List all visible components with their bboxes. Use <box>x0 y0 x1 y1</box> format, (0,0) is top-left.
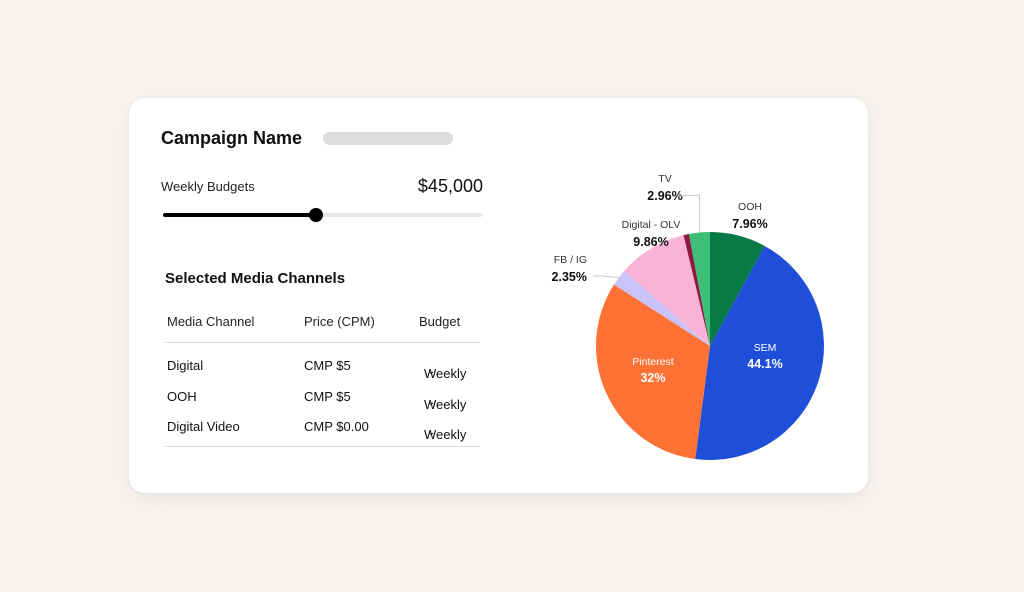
pie-label-fb-ig-name: FB / IG <box>554 254 587 266</box>
chevron-down-icon: ⌄ <box>427 366 436 377</box>
pie-label-pinterest-value: 32% <box>640 371 665 385</box>
slider-thumb[interactable] <box>309 208 324 222</box>
table-row: OOH CMP $5 Weekly ⌄ <box>165 381 480 412</box>
pie-slice-fb-ig <box>613 271 710 346</box>
price-cell: CMP $0.00 <box>304 419 369 434</box>
table-header: Media Channel Price (CPM) Budget <box>165 306 480 343</box>
weekly-budgets-value: $45,000 <box>417 176 483 196</box>
media-channels-title: Selected Media Channels <box>165 270 346 287</box>
pie-label-sem-value: 44.1% <box>747 357 782 371</box>
budget-dropdown-value: Weekly <box>424 396 467 412</box>
table-body: Digital CMP $5 Weekly ⌄ OOH CMP $5 Weekly… <box>165 343 480 447</box>
pie-label-pinterest-name: Pinterest <box>632 356 674 368</box>
media-channel-cell: OOH <box>167 388 197 404</box>
pie-slice-digital-olv <box>624 235 710 346</box>
pie-slice-sem <box>695 245 824 460</box>
budget-slider[interactable] <box>163 208 482 222</box>
pie-slice-ooh <box>710 232 765 346</box>
pie-label-tv-value: 2.96% <box>647 189 682 203</box>
pie-slice-pinterest <box>596 284 710 460</box>
media-channel-cell: Digital Video <box>167 419 240 434</box>
campaign-name-placeholder <box>323 132 453 145</box>
header-price: Price (CPM) <box>304 314 375 329</box>
price-cell: CMP $5 <box>304 358 351 373</box>
pie-label-ooh-value: 7.96% <box>732 217 767 231</box>
header-budget: Budget <box>419 314 461 329</box>
budget-dropdown-value: Weekly <box>424 427 467 442</box>
pie-label-fb-ig-leader-line <box>593 275 619 279</box>
pie-label-fb-ig-value: 2.35% <box>552 270 587 284</box>
campaign-card: Campaign Name Weekly Budgets $45,000 Sel… <box>129 98 868 493</box>
pie-label-digital-olv-value: 9.86% <box>633 235 668 249</box>
table-row: Digital Video CMP $0.00 Weekly ⌄ <box>165 411 480 442</box>
budget-dropdown-value: Weekly <box>424 366 467 381</box>
media-channels-table: Media Channel Price (CPM) Budget Digital… <box>165 306 480 447</box>
pie-label-digital-olv-name: Digital - OLV <box>622 219 681 231</box>
chevron-down-icon: ⌄ <box>427 396 436 408</box>
pie-label-ooh-name: OOH <box>738 201 762 213</box>
pie-label-sem-name: SEM <box>754 342 777 354</box>
header-media-channel: Media Channel <box>167 314 255 329</box>
table-row: Digital CMP $5 Weekly ⌄ <box>165 350 480 381</box>
media-channel-cell: Digital <box>167 358 204 373</box>
pie-label-tv-name: TV <box>658 173 671 185</box>
price-cell: CMP $5 <box>304 388 351 404</box>
media-split-pie-chart: OOH 7.96% SEM 44.1% Pinterest 32% FB / IG 2.35%… <box>552 173 824 460</box>
pie-slice-tv <box>688 232 710 346</box>
chevron-down-icon: ⌄ <box>427 427 436 438</box>
slider-fill <box>163 213 317 217</box>
weekly-budgets-label: Weekly Budgets <box>161 179 255 194</box>
campaign-title: Campaign Name <box>161 128 303 148</box>
pie-label-tv-leader-line <box>676 194 700 233</box>
pie-slice-unlabeled <box>683 233 710 346</box>
